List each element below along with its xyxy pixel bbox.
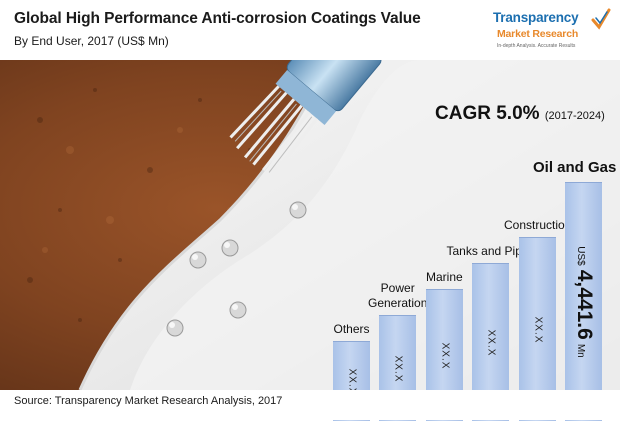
chart-footer: Source: Transparency Market Research Ana… <box>0 390 620 420</box>
bar-value-label: XX.X <box>439 342 450 369</box>
category-label: Power Generation <box>368 281 427 311</box>
chart-title: Global High Performance Anti-corrosion C… <box>14 10 421 27</box>
category-label: Construction <box>504 218 571 233</box>
chart-header: Global High Performance Anti-corrosion C… <box>0 0 620 60</box>
category-label: Oil and Gas <box>533 160 616 175</box>
category-label-line: Tanks and Pipes <box>446 244 535 258</box>
category-label-line: Power <box>380 281 415 295</box>
category-label-line: Generation <box>368 296 428 310</box>
category-label-line: Oil and Gas <box>533 159 617 176</box>
cagr-period: (2017-2024) <box>544 110 605 122</box>
category-label: Tanks and Pipes <box>447 244 535 259</box>
category-label-line: Others <box>333 322 370 336</box>
bar-value-label: US$ 4,441.6 Mn <box>572 246 596 357</box>
checkmark-icon <box>591 8 611 30</box>
cagr-label: CAGR 5.0% (2017-2024) <box>435 103 605 125</box>
logo-name: Transparency <box>493 10 579 25</box>
chart-subtitle: By End User, 2017 (US$ Mn) <box>14 34 169 48</box>
cagr-value: CAGR 5.0% <box>435 103 540 124</box>
bar-oil-and-gas: US$ 4,441.6 Mn <box>565 182 602 421</box>
bar-value-label: XX.X <box>392 355 403 382</box>
tmr-logo: Transparency Market Research In-depth An… <box>493 8 613 56</box>
bar-value-label: XX.X <box>532 316 543 343</box>
value-unit-prefix: US$ <box>574 246 586 266</box>
category-label: Others <box>334 322 370 337</box>
source-note: Source: Transparency Market Research Ana… <box>14 395 283 407</box>
value-unit-suffix: Mn <box>574 343 586 358</box>
logo-subname: Market Research <box>497 28 579 40</box>
category-label-line: Construction <box>504 218 572 232</box>
category-label: Marine <box>426 270 463 285</box>
bar-value-label: XX.X <box>485 329 496 356</box>
logo-tagline: In-depth Analysis. Accurate Results <box>497 43 576 49</box>
value-number: 4,441.6 <box>572 269 596 340</box>
category-label-line: Marine <box>426 270 463 284</box>
